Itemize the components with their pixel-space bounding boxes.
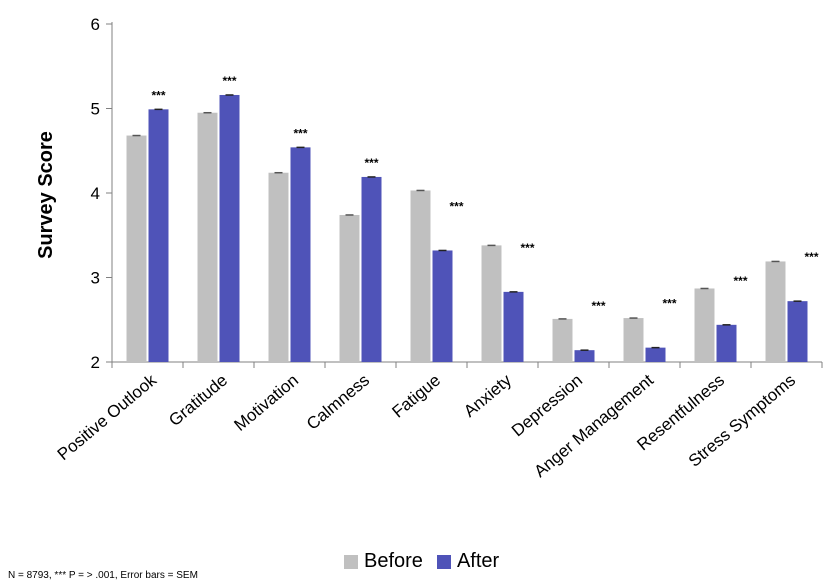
legend-label-after: After [456, 550, 500, 572]
category-label: Gratitude [165, 371, 231, 431]
legend-swatch-after [436, 554, 451, 569]
significance-label: *** [591, 299, 605, 313]
significance-label: *** [449, 199, 463, 213]
bar-after [290, 147, 311, 362]
category-label: Motivation [231, 371, 303, 435]
y-tick-label: 5 [91, 100, 100, 119]
y-axis-label: Survey Score [35, 131, 57, 259]
significance-label: *** [151, 88, 165, 102]
legend-swatch-before [344, 554, 358, 569]
significance-label: *** [364, 156, 378, 170]
significance-label: *** [804, 250, 818, 264]
bar-before [481, 245, 502, 362]
bar-after [716, 324, 737, 362]
y-tick-label: 2 [91, 353, 100, 372]
bar-before [126, 135, 147, 362]
bar-after [148, 109, 169, 362]
bar-before [339, 214, 360, 362]
significance-label: *** [520, 241, 534, 255]
y-tick-label: 3 [91, 269, 100, 288]
bar-before [268, 172, 289, 362]
bar-after [574, 350, 595, 362]
significance-label: *** [222, 74, 236, 88]
significance-label: *** [662, 297, 676, 311]
category-label: Anxiety [460, 370, 515, 421]
bar-after [503, 291, 524, 362]
legend: Before After [344, 550, 513, 573]
category-label: Positive Outlook [54, 370, 161, 464]
legend-item-after: After [436, 550, 500, 573]
footnote: N = 8793, *** P = > .001, Error bars = S… [8, 570, 198, 581]
category-label: Fatigue [388, 371, 444, 422]
bar-after [361, 176, 382, 362]
bar-after [645, 347, 666, 362]
bar-before [552, 318, 573, 362]
bar-before [197, 112, 218, 362]
category-label: Calmness [303, 371, 373, 434]
bar-before [694, 288, 715, 362]
bars [126, 94, 808, 362]
category-label: Anger Management [530, 370, 657, 481]
bar-before [410, 190, 431, 362]
bar-after [432, 250, 453, 362]
y-tick-label: 6 [91, 15, 100, 34]
significance-label: *** [733, 274, 747, 288]
y-tick-label: 4 [91, 184, 100, 203]
bar-before [623, 318, 644, 362]
legend-label-before: Before [364, 550, 423, 572]
bar-before [765, 261, 786, 362]
legend-item-before: Before [344, 550, 423, 573]
bar-after [787, 301, 808, 362]
significance-label: *** [293, 126, 307, 140]
bar-after [219, 94, 240, 362]
